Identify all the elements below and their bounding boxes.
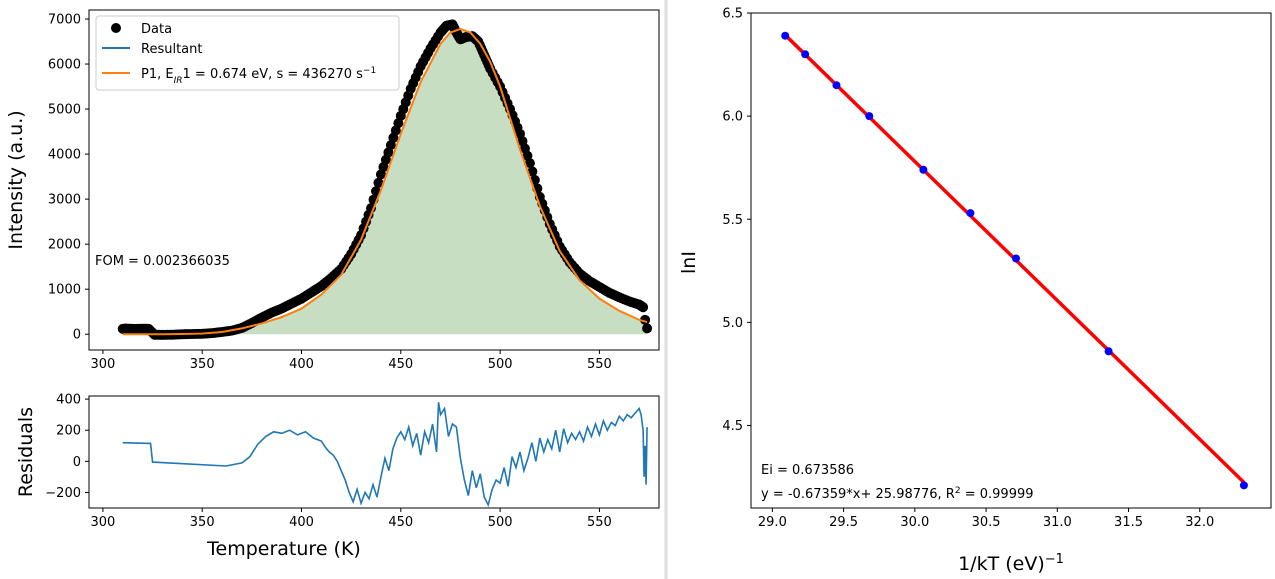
y-tick-label: 6000 bbox=[48, 58, 81, 73]
data-point bbox=[801, 50, 810, 59]
x-tick-label: 350 bbox=[190, 357, 215, 372]
data-point bbox=[640, 314, 651, 325]
y-tick-label: −200 bbox=[45, 486, 81, 501]
x-tick-label: 29.5 bbox=[829, 515, 858, 530]
x-tick-label: 350 bbox=[190, 515, 215, 530]
data-point bbox=[1239, 481, 1248, 490]
x-tick-label: 300 bbox=[90, 515, 115, 530]
data-point bbox=[642, 323, 653, 334]
legend: Data Resultant P1, EIR1 = 0.674 eV, s = 43… bbox=[95, 15, 400, 91]
residuals-line bbox=[122, 402, 648, 508]
panel-divider bbox=[664, 0, 668, 579]
y-tick-label: 7000 bbox=[48, 13, 81, 28]
x-tick-label: 32.0 bbox=[1185, 515, 1214, 530]
y-tick-label: 6.5 bbox=[722, 7, 743, 22]
x-tick-label: 31.5 bbox=[1114, 515, 1143, 530]
fit-curve-p1 bbox=[122, 27, 648, 336]
data-point bbox=[832, 81, 841, 90]
y-axis-label: lnI bbox=[678, 251, 700, 274]
data-point bbox=[966, 209, 975, 218]
legend-label-data: Data bbox=[141, 22, 172, 37]
y-axis-label: Intensity (a.u.) bbox=[5, 110, 27, 249]
y-tick-label: 5.0 bbox=[722, 316, 743, 331]
equation-annotation: y = -0.67359*x+ 25.98776, R2 = 0.99999 bbox=[761, 486, 1034, 502]
x-tick-label: 450 bbox=[388, 357, 413, 372]
y-tick-label: 400 bbox=[56, 393, 81, 408]
ei-annotation: Ei = 0.673586 bbox=[761, 463, 854, 478]
data-point bbox=[919, 165, 928, 174]
data-point bbox=[373, 177, 384, 188]
residuals-chart: 300 350 400 450 500 550 −200 0 200 400 Residuals Te… bbox=[15, 393, 660, 560]
y-axis-label: Residuals bbox=[15, 407, 37, 497]
y-tick-label: 5000 bbox=[48, 103, 81, 118]
x-tick-label: 550 bbox=[587, 515, 612, 530]
data-point bbox=[1104, 347, 1113, 356]
y-tick-label: 6.0 bbox=[722, 110, 743, 125]
x-tick-label: 500 bbox=[488, 357, 513, 372]
y-tick-label: 200 bbox=[56, 424, 81, 439]
x-tick-label: 30.0 bbox=[900, 515, 929, 530]
y-tick-label: 2000 bbox=[48, 238, 81, 253]
data-point bbox=[527, 166, 538, 177]
y-tick-label: 1000 bbox=[48, 283, 81, 298]
glow-curve-chart: 300 350 400 450 500 550 0 1000 2000 3000 4000 5000 6… bbox=[5, 9, 660, 372]
x-axis-label: Temperature (K) bbox=[206, 538, 361, 560]
x-tick-label: 30.5 bbox=[972, 515, 1001, 530]
y-tick-label: 4.5 bbox=[722, 419, 743, 434]
legend-label-resultant: Resultant bbox=[141, 42, 202, 57]
y-tick-label: 0 bbox=[73, 328, 81, 343]
y-tick-label: 4000 bbox=[48, 148, 81, 163]
x-tick-label: 29.0 bbox=[758, 515, 787, 530]
legend-marker-data bbox=[111, 23, 121, 33]
legend-label-p1: P1, EIR1 = 0.674 eV, s = 436270 s−1 bbox=[141, 66, 376, 86]
plot-frame bbox=[88, 395, 660, 509]
x-tick-label: 400 bbox=[289, 357, 314, 372]
plot-frame bbox=[750, 12, 1272, 509]
plot-frame bbox=[88, 9, 660, 351]
fom-annotation: FOM = 0.002366035 bbox=[95, 254, 230, 269]
data-point bbox=[1011, 254, 1020, 263]
y-tick-label: 3000 bbox=[48, 193, 81, 208]
x-tick-label: 400 bbox=[289, 515, 314, 530]
x-tick-label: 31.0 bbox=[1043, 515, 1072, 530]
y-tick-label: 5.5 bbox=[722, 213, 743, 228]
x-tick-label: 500 bbox=[488, 515, 513, 530]
data-point bbox=[865, 112, 874, 121]
legend-box bbox=[95, 15, 400, 91]
x-axis-label: 1/kT (eV)−1 bbox=[958, 552, 1064, 576]
x-tick-label: 450 bbox=[388, 515, 413, 530]
x-tick-label: 300 bbox=[90, 357, 115, 372]
y-tick-label: 0 bbox=[73, 455, 81, 470]
x-tick-label: 550 bbox=[587, 357, 612, 372]
data-point bbox=[524, 158, 535, 169]
arrhenius-chart: 29.0 29.5 30.0 30.5 31.0 31.5 32.0 4.5 5.0 5.5 6.0… bbox=[678, 7, 1272, 576]
data-point bbox=[638, 302, 649, 313]
data-point bbox=[781, 31, 790, 40]
